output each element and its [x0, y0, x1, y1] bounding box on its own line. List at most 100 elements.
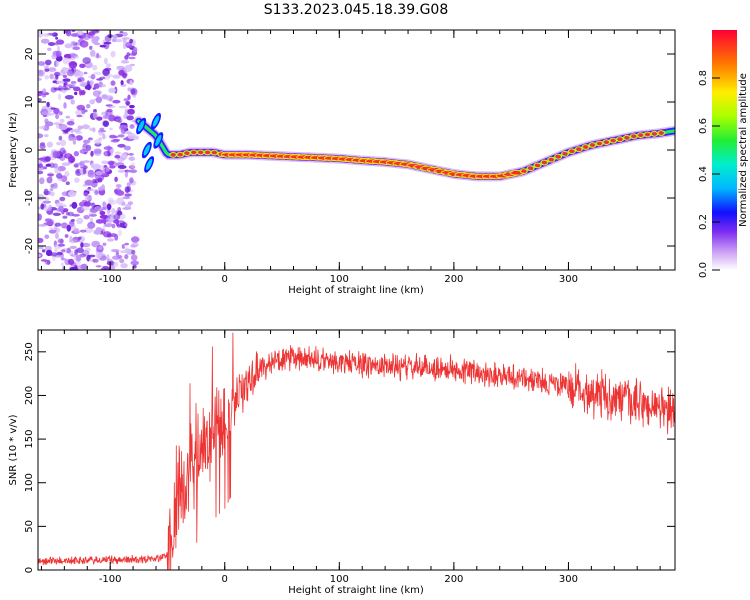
noise-blob	[49, 187, 54, 192]
noise-blob	[115, 38, 123, 43]
ridge-core-halo	[567, 148, 576, 155]
noise-blob	[38, 237, 44, 244]
noise-blob	[44, 118, 49, 124]
noise-blob	[83, 151, 87, 155]
noise-blob	[56, 173, 63, 179]
noise-blob	[75, 109, 83, 116]
noise-blob	[117, 165, 127, 169]
noise-blob	[98, 130, 104, 136]
noise-blob	[50, 252, 58, 257]
noise-blob	[86, 104, 91, 109]
noise-blob	[38, 69, 43, 76]
snr-background	[38, 330, 675, 570]
noise-blob	[123, 137, 130, 141]
noise-blob	[66, 120, 75, 126]
noise-blob	[111, 249, 120, 253]
noise-blob	[54, 168, 62, 174]
noise-blob	[92, 258, 99, 263]
noise-blob	[62, 87, 71, 91]
noise-blob	[53, 71, 61, 77]
noise-blob	[102, 84, 106, 88]
noise-blob	[60, 262, 65, 267]
spectrogram-ytick-label: 10	[24, 96, 35, 109]
noise-blob	[124, 203, 132, 210]
noise-blob	[122, 196, 131, 200]
noise-blob	[127, 94, 131, 101]
noise-blob	[112, 138, 120, 142]
noise-blob	[98, 81, 103, 88]
noise-blob	[100, 267, 107, 270]
ridge-core-halo	[519, 168, 528, 175]
noise-blob	[102, 242, 107, 246]
noise-blob	[58, 124, 68, 131]
spectrogram-ytick-label: -20	[24, 238, 35, 254]
noise-blob	[123, 98, 129, 102]
noise-blob	[52, 80, 57, 84]
ridge-core	[590, 143, 595, 147]
spectrogram-ytick-label: -10	[24, 190, 35, 206]
noise-blob	[48, 67, 57, 72]
noise-blob	[49, 227, 54, 230]
noise-blob	[108, 114, 116, 122]
noise-blob	[96, 52, 100, 59]
noise-blob	[106, 203, 112, 211]
ridge-core	[511, 171, 522, 175]
noise-blob	[38, 224, 47, 227]
noise-blob	[59, 69, 65, 77]
noise-blob	[74, 55, 80, 59]
noise-blob	[54, 222, 62, 227]
noise-blob	[95, 252, 102, 259]
spectrogram-xtick-label: -100	[99, 274, 122, 285]
noise-blob	[80, 263, 88, 270]
ridge-core	[631, 134, 637, 138]
noise-blob	[44, 156, 51, 162]
noise-blob	[70, 99, 75, 105]
snr-panel: -100 0 100 200 300 0 50 100 150 200 250 Height of …	[8, 329, 676, 596]
noise-blob	[89, 80, 94, 85]
noise-blob	[92, 163, 101, 171]
noise-blob	[99, 211, 106, 216]
noise-blob	[80, 90, 86, 96]
noise-blob	[112, 255, 121, 260]
noise-blob	[47, 42, 56, 46]
noise-blob	[112, 34, 118, 40]
noise-blob	[111, 38, 117, 43]
noise-blob	[124, 193, 132, 197]
noise-blob	[77, 125, 83, 130]
noise-blob	[58, 135, 63, 141]
noise-blob	[62, 57, 71, 65]
noise-blob	[91, 240, 101, 248]
noise-blob	[90, 163, 95, 169]
noise-blob	[59, 196, 66, 202]
noise-blob	[132, 46, 138, 53]
noise-blob	[63, 53, 72, 59]
noise-blob	[55, 122, 60, 129]
noise-blob	[103, 146, 113, 151]
noise-blob	[128, 156, 136, 161]
noise-blob	[58, 205, 64, 213]
noise-blob	[83, 139, 91, 144]
ridge-core	[617, 137, 623, 141]
ridge-core	[569, 149, 575, 153]
noise-blob	[111, 208, 116, 215]
noise-blob	[64, 234, 69, 238]
noise-blob	[76, 30, 84, 36]
noise-blob	[124, 222, 128, 227]
noise-blob	[98, 164, 106, 171]
ridge-core	[170, 153, 176, 157]
noise-blob	[105, 166, 110, 172]
noise-blob	[60, 139, 67, 147]
noise-blob	[99, 214, 108, 219]
noise-blob	[41, 249, 46, 253]
noise-blob	[101, 206, 106, 210]
noise-blob	[79, 40, 89, 48]
noise-blob	[72, 128, 81, 133]
ridge-core-halo	[547, 156, 556, 163]
noise-blob	[70, 254, 79, 257]
spectrogram-xtick-label: 200	[444, 274, 463, 285]
noise-blob	[131, 249, 136, 255]
noise-blob	[69, 245, 78, 249]
noise-blob	[71, 213, 80, 217]
noise-blob	[38, 253, 42, 258]
